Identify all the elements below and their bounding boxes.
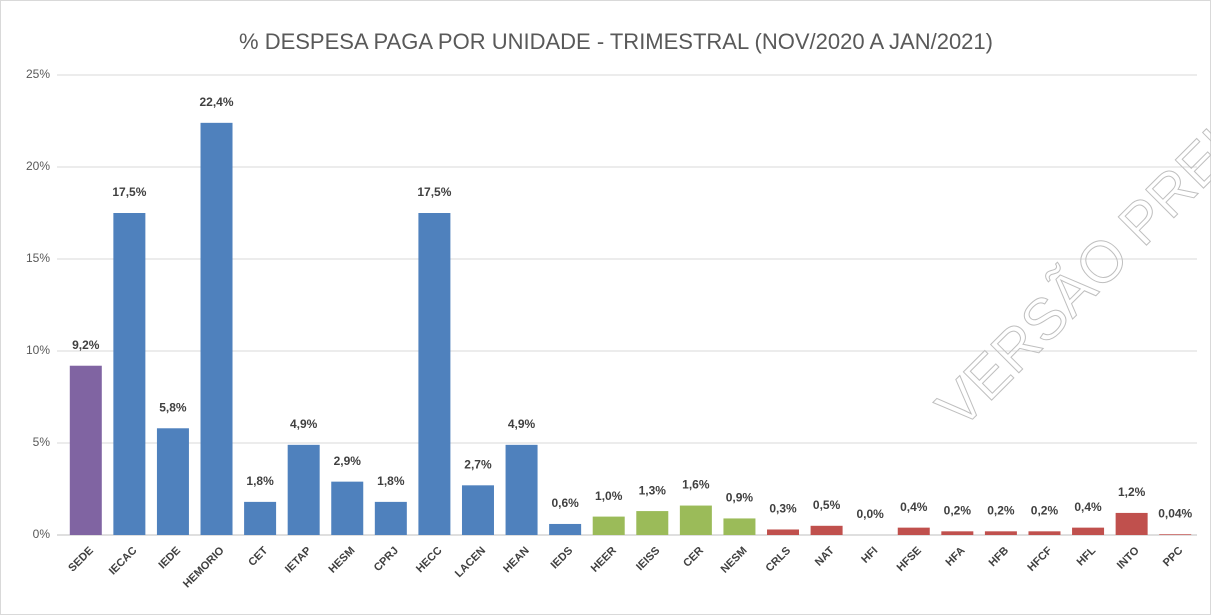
bar: [592, 516, 625, 535]
data-label: 0,0%: [856, 507, 884, 521]
data-label: 0,9%: [726, 491, 754, 505]
data-label: 1,0%: [595, 489, 623, 503]
data-label: 0,2%: [987, 503, 1015, 517]
bar: [244, 501, 277, 535]
bar: [1159, 534, 1192, 535]
bar: [941, 531, 974, 535]
y-tick-label: 25%: [26, 67, 50, 81]
y-tick-label: 20%: [26, 159, 50, 173]
bar: [897, 527, 930, 535]
data-label: 22,4%: [200, 95, 234, 109]
bar: [505, 444, 538, 535]
data-label: 0,2%: [1031, 503, 1059, 517]
y-tick-label: 10%: [26, 343, 50, 357]
data-label: 9,2%: [72, 338, 100, 352]
bar: [636, 511, 669, 535]
bar: [1028, 531, 1061, 535]
data-label: 4,9%: [508, 417, 536, 431]
bar: [810, 525, 843, 535]
data-label: 17,5%: [112, 185, 146, 199]
bar: [418, 213, 451, 535]
bar: [200, 122, 233, 535]
bar: [113, 213, 146, 535]
data-label: 1,2%: [1118, 485, 1146, 499]
bar: [984, 531, 1017, 535]
data-label: 17,5%: [417, 185, 451, 199]
chart-title: % DESPESA PAGA POR UNIDADE - TRIMESTRAL …: [239, 29, 993, 54]
bar: [69, 365, 102, 535]
data-label: 0,3%: [769, 502, 797, 516]
y-tick-label: 15%: [26, 251, 50, 265]
data-label: 1,3%: [639, 483, 667, 497]
data-label: 1,6%: [682, 478, 710, 492]
bar: [679, 505, 712, 535]
data-label: 5,8%: [159, 400, 187, 414]
data-label: 1,8%: [377, 474, 405, 488]
y-tick-label: 0%: [33, 527, 51, 541]
data-label: 2,9%: [334, 454, 362, 468]
data-label: 1,8%: [246, 474, 274, 488]
data-label: 0,4%: [900, 500, 928, 514]
bar: [287, 444, 320, 535]
data-label: 4,9%: [290, 417, 318, 431]
bar: [1115, 512, 1148, 535]
bar: [723, 518, 756, 535]
bar: [156, 428, 189, 535]
bar: [1072, 527, 1105, 535]
data-label: 0,4%: [1074, 500, 1102, 514]
data-label: 2,7%: [464, 457, 492, 471]
bar: [374, 501, 407, 535]
data-label: 0,2%: [944, 503, 972, 517]
data-label: 0,04%: [1158, 506, 1192, 520]
bar: [549, 523, 582, 535]
bar: [331, 481, 364, 535]
data-label: 0,5%: [813, 498, 841, 512]
data-label: 0,6%: [551, 496, 579, 510]
bar: [461, 485, 494, 535]
y-tick-label: 5%: [33, 435, 51, 449]
bar: [767, 529, 800, 535]
